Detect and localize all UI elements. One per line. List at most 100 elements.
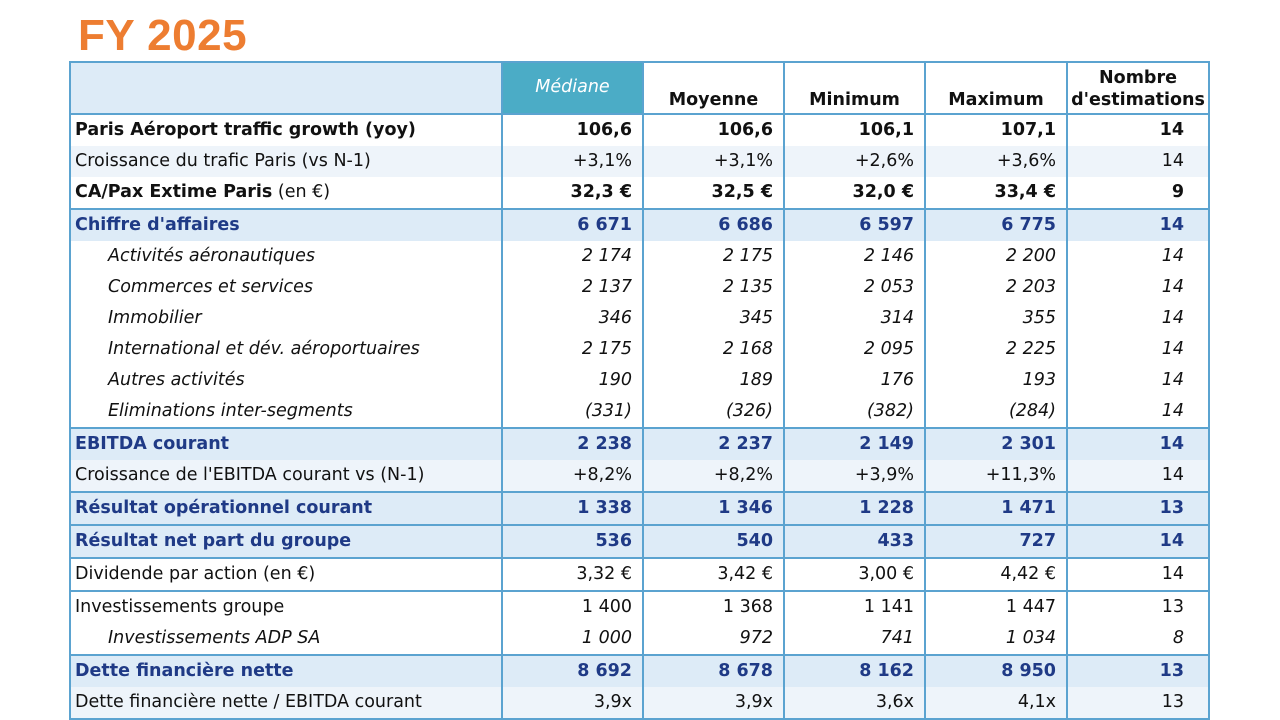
table-row-traffic-growth: Paris Aéroport traffic growth (yoy) 106,… xyxy=(69,114,1210,146)
row-label: CA/Pax Extime Paris (en €) xyxy=(69,177,503,209)
table-row-dette-ebitda: Dette financière nette / EBITDA courant … xyxy=(69,687,1210,720)
cell-minimum: 8 162 xyxy=(783,654,926,687)
row-label: Eliminations inter-segments xyxy=(69,396,503,428)
cell-maximum: 2 203 xyxy=(924,272,1068,303)
cell-minimum: 314 xyxy=(783,303,926,334)
cell-moyenne: 972 xyxy=(642,623,785,655)
cell-maximum: +3,6% xyxy=(924,146,1068,177)
table-row-traffic-croissance: Croissance du trafic Paris (vs N-1) +3,1… xyxy=(69,146,1210,177)
cell-maximum: +11,3% xyxy=(924,460,1068,492)
cell-minimum: +2,6% xyxy=(783,146,926,177)
cell-maximum: 8 950 xyxy=(924,654,1068,687)
header-maximum: Maximum xyxy=(924,61,1068,115)
cell-moyenne: (326) xyxy=(642,396,785,428)
row-label: Chiffre d'affaires xyxy=(69,208,503,241)
cell-mediane: 1 338 xyxy=(501,491,644,525)
cell-minimum: 2 149 xyxy=(783,427,926,460)
cell-maximum: 2 301 xyxy=(924,427,1068,460)
cell-minimum: 6 597 xyxy=(783,208,926,241)
cell-minimum: 2 095 xyxy=(783,334,926,365)
cell-nombre: 14 xyxy=(1066,272,1210,303)
cell-moyenne: 1 368 xyxy=(642,590,785,623)
cell-maximum: 6 775 xyxy=(924,208,1068,241)
cell-minimum: 2 146 xyxy=(783,241,926,272)
row-label: Autres activités xyxy=(69,365,503,396)
cell-moyenne: 3,42 € xyxy=(642,557,785,591)
cell-moyenne: 2 237 xyxy=(642,427,785,460)
cell-nombre: 8 xyxy=(1066,623,1210,655)
cell-maximum: 727 xyxy=(924,524,1068,558)
cell-maximum: 33,4 € xyxy=(924,177,1068,209)
cell-mediane: 536 xyxy=(501,524,644,558)
table-row-dette-nette: Dette financière nette 8 692 8 678 8 162… xyxy=(69,654,1210,687)
cell-nombre: 14 xyxy=(1066,303,1210,334)
row-label: Dette financière nette xyxy=(69,654,503,687)
row-label: Paris Aéroport traffic growth (yoy) xyxy=(69,114,503,146)
table-row-investissements-groupe: Investissements groupe 1 400 1 368 1 141… xyxy=(69,590,1210,623)
table-row-autres-activites: Autres activités 190 189 176 193 14 xyxy=(69,365,1210,396)
row-label: Commerces et services xyxy=(69,272,503,303)
row-label: Immobilier xyxy=(69,303,503,334)
cell-mediane: 1 000 xyxy=(501,623,644,655)
header-mediane: Médiane xyxy=(501,61,644,115)
cell-minimum: 106,1 xyxy=(783,114,926,146)
cell-nombre: 14 xyxy=(1066,427,1210,460)
page-title: FY 2025 xyxy=(78,11,248,60)
cell-mediane: 190 xyxy=(501,365,644,396)
table-row-resultat-operationnel: Résultat opérationnel courant 1 338 1 34… xyxy=(69,491,1210,525)
header-minimum: Minimum xyxy=(783,61,926,115)
cell-mediane: 2 175 xyxy=(501,334,644,365)
header-nombre-line1: Nombre xyxy=(1099,68,1177,88)
cell-moyenne: 540 xyxy=(642,524,785,558)
cell-nombre: 14 xyxy=(1066,524,1210,558)
cell-moyenne: 106,6 xyxy=(642,114,785,146)
cell-minimum: 1 228 xyxy=(783,491,926,525)
cell-mediane: 2 238 xyxy=(501,427,644,460)
table-row-ebitda: EBITDA courant 2 238 2 237 2 149 2 301 1… xyxy=(69,427,1210,460)
estimates-table: Médiane Moyenne Minimum Maximum Nombre d… xyxy=(69,61,1210,720)
cell-nombre: 13 xyxy=(1066,654,1210,687)
row-label-text: CA/Pax Extime Paris xyxy=(75,182,273,202)
cell-mediane: (331) xyxy=(501,396,644,428)
cell-mediane: 3,9x xyxy=(501,687,644,720)
cell-maximum: 1 034 xyxy=(924,623,1068,655)
row-label: International et dév. aéroportuaires xyxy=(69,334,503,365)
cell-nombre: 14 xyxy=(1066,557,1210,591)
row-label: Investissements ADP SA xyxy=(69,623,503,655)
row-label: Activités aéronautiques xyxy=(69,241,503,272)
table-row-ca-pax: CA/Pax Extime Paris (en €) 32,3 € 32,5 €… xyxy=(69,177,1210,209)
header-nombre: Nombre d'estimations xyxy=(1066,61,1210,115)
cell-minimum: 433 xyxy=(783,524,926,558)
cell-nombre: 14 xyxy=(1066,334,1210,365)
cell-mediane: 8 692 xyxy=(501,654,644,687)
cell-moyenne: +3,1% xyxy=(642,146,785,177)
cell-minimum: 176 xyxy=(783,365,926,396)
cell-maximum: 1 447 xyxy=(924,590,1068,623)
row-label-unit: (en €) xyxy=(272,182,331,202)
header-row: Médiane Moyenne Minimum Maximum Nombre d… xyxy=(69,61,1210,115)
row-label: EBITDA courant xyxy=(69,427,503,460)
cell-nombre: 14 xyxy=(1066,460,1210,492)
cell-moyenne: 2 168 xyxy=(642,334,785,365)
cell-mediane: 346 xyxy=(501,303,644,334)
cell-minimum: 32,0 € xyxy=(783,177,926,209)
cell-mediane: 32,3 € xyxy=(501,177,644,209)
cell-maximum: 2 225 xyxy=(924,334,1068,365)
cell-mediane: +8,2% xyxy=(501,460,644,492)
cell-maximum: 2 200 xyxy=(924,241,1068,272)
cell-nombre: 14 xyxy=(1066,208,1210,241)
cell-nombre: 13 xyxy=(1066,590,1210,623)
cell-mediane: 106,6 xyxy=(501,114,644,146)
cell-nombre: 14 xyxy=(1066,365,1210,396)
table-row-aeronautiques: Activités aéronautiques 2 174 2 175 2 14… xyxy=(69,241,1210,272)
header-label-cell xyxy=(69,61,503,115)
table-row-dividende: Dividende par action (en €) 3,32 € 3,42 … xyxy=(69,557,1210,591)
cell-nombre: 13 xyxy=(1066,491,1210,525)
cell-maximum: 4,1x xyxy=(924,687,1068,720)
cell-maximum: 355 xyxy=(924,303,1068,334)
cell-moyenne: 3,9x xyxy=(642,687,785,720)
row-label: Investissements groupe xyxy=(69,590,503,623)
header-nombre-line2: d'estimations xyxy=(1071,90,1205,110)
cell-minimum: 741 xyxy=(783,623,926,655)
cell-nombre: 13 xyxy=(1066,687,1210,720)
